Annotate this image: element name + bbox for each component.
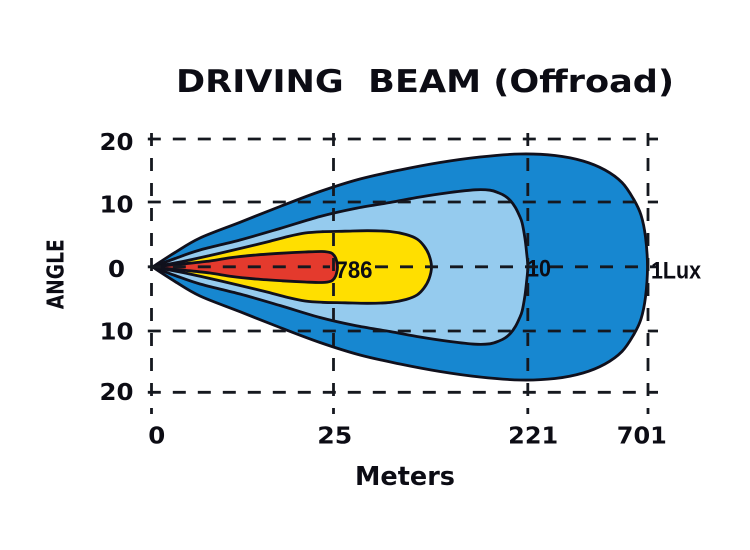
- y-axis-tick-labels: 20 10 0 10 20: [100, 130, 134, 406]
- contour-786-lux-hotspot: [151, 250, 339, 284]
- contour-label-10: 10: [527, 256, 551, 283]
- contour-label-786: 786: [336, 257, 373, 284]
- y-tick-label: 0: [108, 257, 125, 283]
- contour-labels-under-grid: 10: [527, 256, 551, 283]
- y-tick-label: 10: [100, 193, 134, 219]
- chart-title: DRIVING BEAM (Offroad): [176, 64, 674, 100]
- contour-labels: 786 1Lux: [336, 257, 702, 285]
- y-axis-title: ANGLE: [44, 239, 70, 309]
- x-tick-label: 25: [317, 424, 352, 450]
- y-tick-label: 20: [100, 130, 134, 156]
- contour-label-1Lux: 1Lux: [651, 258, 701, 285]
- x-axis-title: Meters: [355, 462, 455, 492]
- x-axis-tick-labels: 0 25 221 701: [148, 424, 667, 450]
- grid-lines: [147, 133, 658, 414]
- y-tick-label: 10: [100, 320, 134, 346]
- y-tick-label: 20: [100, 380, 134, 406]
- x-tick-label: 0: [148, 424, 165, 450]
- x-tick-label: 701: [617, 424, 667, 450]
- x-tick-label: 221: [508, 424, 558, 450]
